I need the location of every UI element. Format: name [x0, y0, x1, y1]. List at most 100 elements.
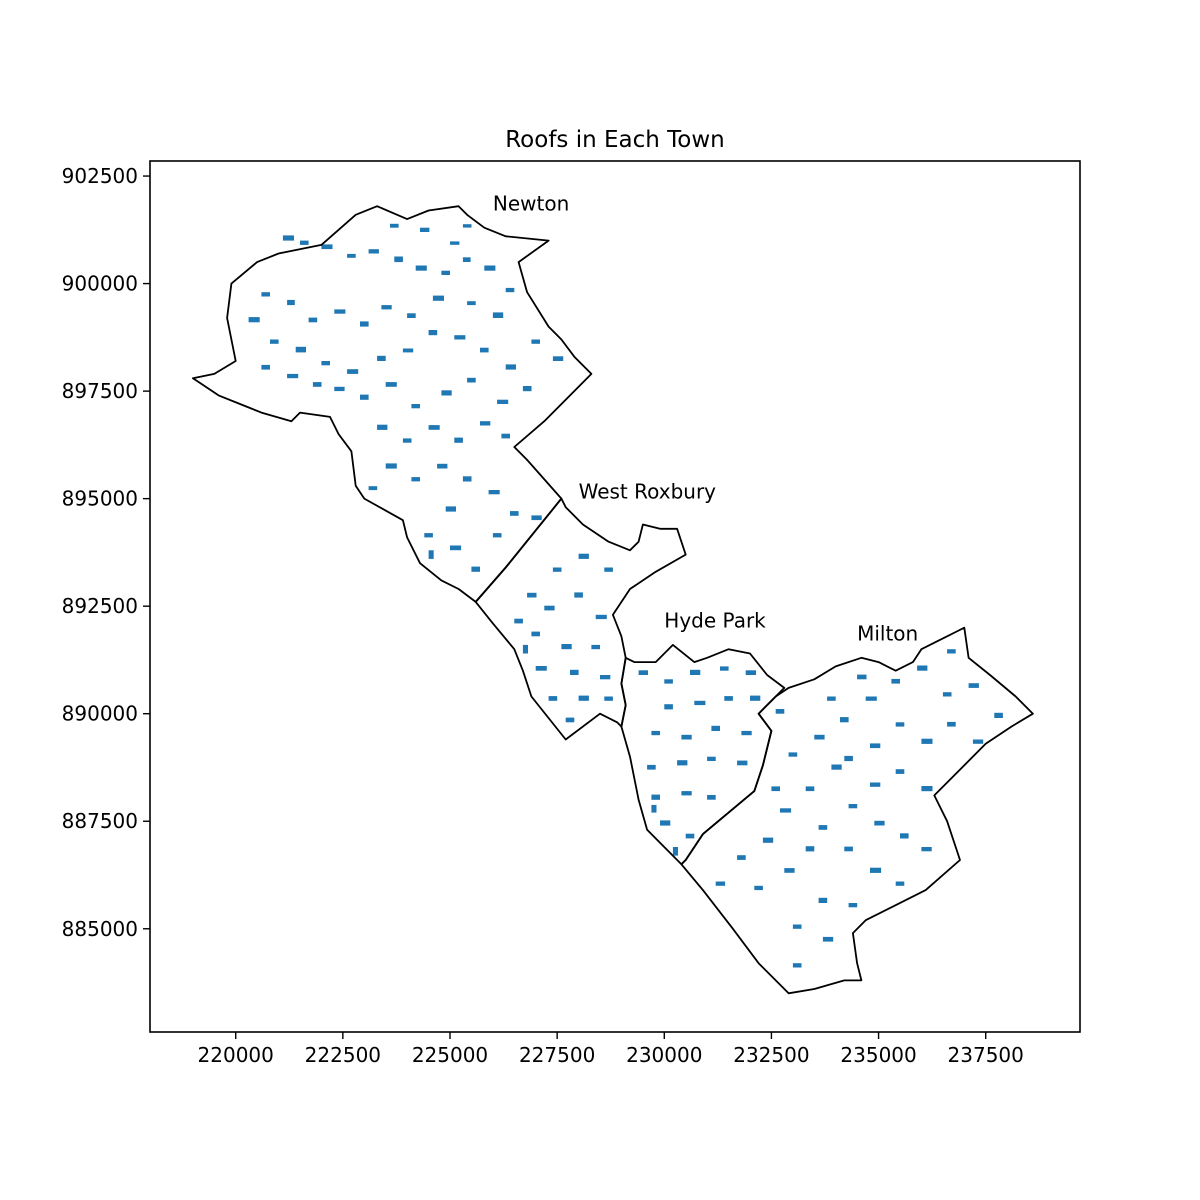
roof: [334, 386, 345, 392]
town-label-hyde-park: Hyde Park: [664, 609, 766, 633]
roof: [805, 786, 815, 792]
roof: [707, 795, 716, 800]
roof: [420, 227, 430, 232]
roof: [677, 760, 688, 766]
roof: [492, 312, 504, 318]
roof: [844, 755, 853, 762]
roof: [480, 347, 489, 353]
roof: [972, 739, 984, 744]
x-tick-label: 220000: [198, 1043, 274, 1067]
roof: [505, 364, 516, 370]
roof: [377, 355, 386, 361]
roof: [672, 847, 678, 856]
roof: [312, 382, 322, 387]
roof: [968, 683, 979, 688]
roof: [471, 566, 480, 572]
roof: [570, 669, 579, 675]
roof: [685, 833, 695, 839]
roof: [848, 804, 858, 809]
roof: [544, 605, 555, 611]
roof: [681, 791, 692, 796]
roof: [737, 760, 748, 766]
roof: [870, 782, 881, 787]
roof: [600, 675, 611, 680]
roof: [295, 346, 306, 353]
roof: [591, 644, 600, 650]
roof: [750, 695, 761, 701]
x-tick-label: 230000: [626, 1043, 702, 1067]
roof: [604, 696, 613, 701]
roof: [561, 644, 572, 650]
roof: [402, 348, 414, 353]
y-tick-label: 885000: [62, 917, 138, 941]
roof: [385, 463, 397, 469]
roof: [501, 433, 510, 439]
roof: [771, 786, 780, 792]
town-label-milton: Milton: [857, 622, 918, 646]
y-tick-label: 892500: [62, 594, 138, 618]
roof: [437, 463, 448, 469]
roof: [385, 382, 397, 387]
roof: [707, 756, 716, 761]
roof: [947, 721, 956, 727]
roof: [527, 592, 537, 598]
roof: [454, 335, 466, 340]
x-tick-label: 225000: [412, 1043, 488, 1067]
roof: [651, 794, 660, 800]
roof: [895, 722, 905, 727]
roof: [467, 301, 476, 306]
roof: [445, 506, 456, 512]
roof: [737, 855, 746, 860]
roof: [441, 390, 452, 396]
roof: [514, 618, 523, 624]
x-tick-label: 222500: [305, 1043, 381, 1067]
y-tick-label: 890000: [62, 702, 138, 726]
roof: [754, 885, 763, 891]
roof: [522, 644, 528, 654]
roof: [411, 477, 420, 482]
roof: [287, 373, 299, 379]
roof: [715, 881, 726, 886]
roof: [462, 257, 471, 262]
y-tick-label: 900000: [62, 272, 138, 296]
roof: [818, 825, 828, 830]
roof: [492, 533, 502, 538]
roof: [261, 364, 270, 370]
roof: [870, 743, 881, 749]
roof: [270, 339, 279, 344]
roof: [762, 837, 774, 843]
roof: [390, 223, 399, 228]
roof: [505, 287, 515, 293]
roof: [840, 717, 849, 723]
roofs-layer: [248, 223, 1003, 968]
roof: [574, 592, 583, 598]
roof: [874, 820, 885, 826]
roof: [484, 265, 496, 271]
roof: [891, 678, 900, 684]
roof: [308, 317, 318, 323]
roof: [994, 712, 1003, 718]
roof: [784, 868, 795, 873]
roof: [664, 679, 673, 684]
roof: [788, 752, 798, 757]
roof: [411, 404, 420, 409]
y-tick-label: 887500: [62, 809, 138, 833]
roof: [694, 700, 706, 706]
roof: [857, 674, 867, 680]
roof: [565, 717, 575, 723]
chart-title: Roofs in Each Town: [505, 127, 725, 153]
roof: [287, 299, 295, 306]
x-tick-label: 227500: [519, 1043, 595, 1067]
y-axis: 885000 887500 890000 892500 895000 897500 9000…: [62, 164, 150, 941]
town-boundaries: [191, 205, 1034, 995]
roof: [415, 265, 427, 271]
roof: [261, 292, 270, 297]
roof: [394, 256, 403, 263]
x-axis: 220000 222500 225000 227500 230000 232500 2350…: [198, 1032, 1024, 1067]
roof: [462, 224, 472, 228]
roof: [814, 734, 825, 740]
roof: [724, 696, 733, 701]
roof: [321, 244, 333, 250]
axes-frame: [149, 160, 1081, 1033]
